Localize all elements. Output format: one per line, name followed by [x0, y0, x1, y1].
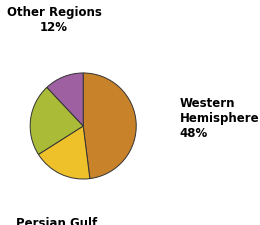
Wedge shape — [38, 126, 90, 179]
Wedge shape — [47, 73, 83, 126]
Wedge shape — [83, 73, 136, 179]
Text: Western
Hemisphere
48%: Western Hemisphere 48% — [180, 97, 259, 140]
Wedge shape — [30, 87, 83, 154]
Text: Other Regions
12%: Other Regions 12% — [6, 6, 101, 34]
Text: Persian Gulf
18%: Persian Gulf 18% — [16, 217, 97, 225]
